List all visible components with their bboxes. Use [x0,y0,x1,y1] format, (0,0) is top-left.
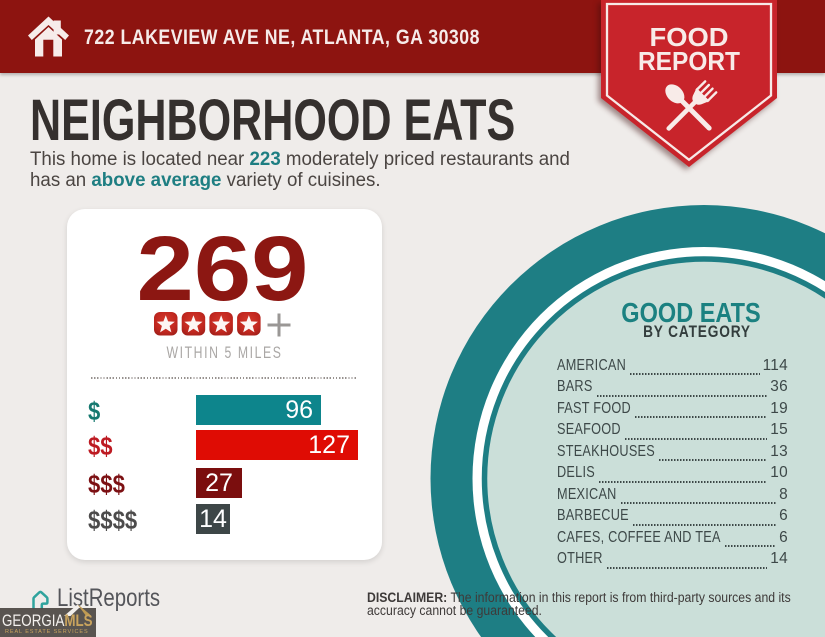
svg-text:FOOD: FOOD [650,22,729,52]
svg-text:REPORT: REPORT [638,46,740,76]
